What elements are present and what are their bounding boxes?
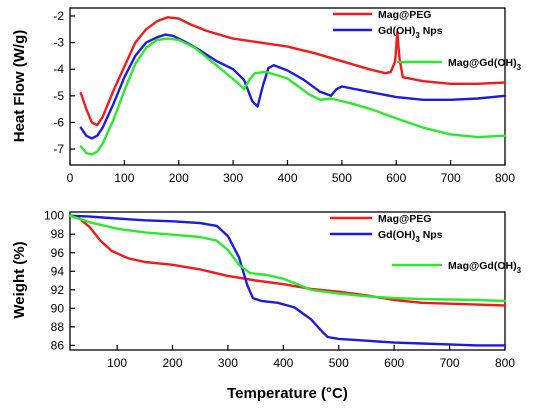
- x-tick-label: 0: [67, 171, 74, 185]
- y-tick-label: 96: [51, 246, 65, 260]
- x-tick-label: 100: [114, 171, 134, 185]
- y-tick-label: -5: [53, 89, 64, 103]
- x-tick-label: 400: [273, 356, 293, 370]
- legend-label: Mag@Gd(OH)3: [448, 57, 522, 72]
- legend-entry: Mag@Gd(OH)3: [392, 260, 522, 275]
- legend-entry: Gd(OH)3 Nps: [333, 25, 443, 40]
- y-tick-label: -2: [53, 9, 64, 23]
- legend-label-subscript: 3: [517, 63, 522, 72]
- legend-label: Gd(OH)3 Nps: [378, 229, 443, 244]
- legend-label-tail: Nps: [420, 25, 443, 37]
- bottom-panel-weight: 100 200 300 400 500 600 700 800 86 88 90 92 94 96 98 10…: [11, 209, 522, 402]
- legend-label: Gd(OH)3 Nps: [378, 25, 443, 40]
- series-line-3: [68, 214, 507, 303]
- x-tick-label: 200: [169, 171, 189, 185]
- x-axis-title: Temperature (°C): [227, 385, 348, 402]
- legend-entry: Mag@Gd(OH)3: [397, 57, 522, 72]
- y-tick-label: 100: [44, 209, 64, 223]
- legend-label-main: Mag@PEG: [378, 9, 431, 21]
- y-tick-label: 94: [51, 264, 65, 278]
- x-tick-label: 800: [495, 171, 515, 185]
- plot-frame: [69, 211, 506, 351]
- legend-label-main: Mag@Gd(OH): [448, 57, 517, 69]
- y-axis-title: Weight (%): [11, 241, 28, 318]
- legend-label-main: Mag@PEG: [378, 213, 431, 225]
- series-line-3: [79, 37, 507, 156]
- legend-label: Mag@PEG: [378, 9, 431, 21]
- y-tick-label: -7: [53, 142, 64, 156]
- x-tick-label: 700: [441, 171, 461, 185]
- legend-label-subscript: 3: [517, 266, 522, 275]
- x-tick-label: 600: [384, 356, 404, 370]
- legend-label-main: Gd(OH): [378, 25, 415, 37]
- x-tick-label: 300: [223, 171, 243, 185]
- x-tick-label: 500: [329, 356, 349, 370]
- series-line-1: [68, 214, 507, 307]
- series-line-2: [79, 33, 507, 140]
- legend-label: Mag@Gd(OH)3: [448, 260, 522, 275]
- series-line-2: [68, 214, 507, 347]
- x-tick-label: 800: [495, 356, 515, 370]
- legend-label: Mag@PEG: [378, 213, 431, 225]
- legend-label-main: Mag@Gd(OH): [448, 260, 517, 272]
- legend-label-main: Gd(OH): [378, 229, 415, 241]
- x-tick-label: 200: [163, 356, 183, 370]
- top-panel-heat-flow: 0 100 200 300 400 500 600 700 800 -7 -6 -5 -4 -3 -2 Hea…: [11, 7, 522, 185]
- y-tick-label: 90: [51, 301, 65, 315]
- y-axis-title: Heat Flow (W/g): [11, 30, 28, 143]
- x-tick-label: 300: [218, 356, 238, 370]
- legend-entry: Mag@PEG: [330, 213, 431, 225]
- x-tick-label: 500: [332, 171, 352, 185]
- y-tick-label: 92: [51, 283, 65, 297]
- y-tick-label: -3: [53, 36, 64, 50]
- legend-label-subscript: 3: [415, 235, 420, 244]
- y-tick-label: 86: [51, 338, 65, 352]
- y-tick-label: -4: [53, 62, 64, 76]
- x-tick-label: 700: [440, 356, 460, 370]
- y-tick-label: 98: [51, 227, 65, 241]
- legend-entry: Gd(OH)3 Nps: [330, 229, 443, 244]
- legend-label-tail: Nps: [420, 229, 443, 241]
- x-tick-label: 400: [277, 171, 297, 185]
- y-tick-label: -6: [53, 115, 64, 129]
- y-tick-label: 88: [51, 320, 65, 334]
- x-tick-label: 100: [107, 356, 127, 370]
- legend-entry: Mag@PEG: [333, 9, 431, 21]
- x-tick-label: 600: [386, 171, 406, 185]
- legend-label-subscript: 3: [415, 31, 420, 40]
